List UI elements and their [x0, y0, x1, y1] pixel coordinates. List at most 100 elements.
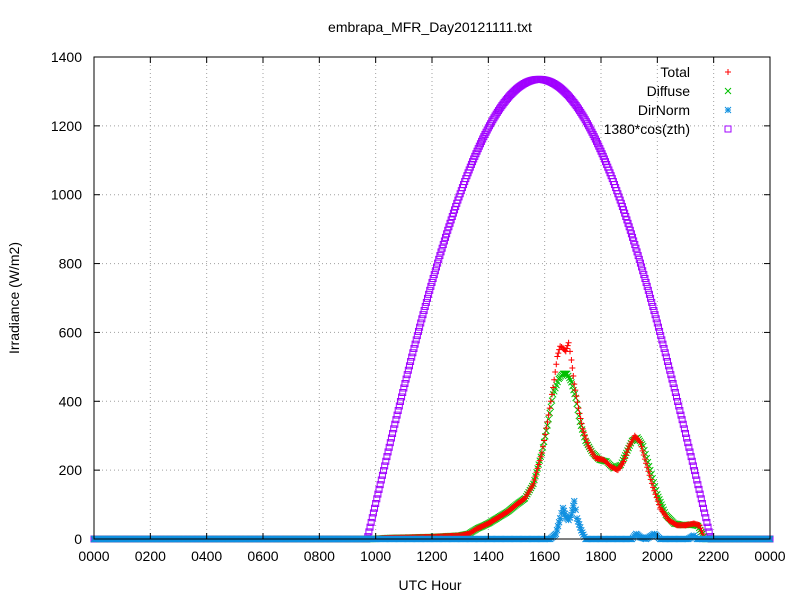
- data-point: [407, 357, 415, 365]
- data-point: [422, 298, 430, 306]
- data-point: [620, 458, 627, 465]
- data-point: [666, 366, 674, 374]
- data-point: [569, 365, 576, 372]
- data-point: [670, 384, 678, 392]
- y-tick-label: 1200: [51, 118, 82, 134]
- data-point: [369, 509, 377, 517]
- data-point: [571, 381, 578, 388]
- data-point: [641, 456, 648, 463]
- data-point: [625, 446, 632, 453]
- data-point: [590, 133, 598, 141]
- data-point: [667, 371, 675, 379]
- data-point: [621, 455, 628, 462]
- data-point: [644, 464, 651, 471]
- data-point: [399, 388, 407, 396]
- data-point: [421, 302, 429, 310]
- data-point: [705, 528, 713, 536]
- data-point: [368, 514, 376, 522]
- data-point: [400, 384, 408, 392]
- data-point: [373, 495, 381, 503]
- data-point: [479, 135, 487, 143]
- data-point: [643, 282, 651, 290]
- data-point: [656, 327, 664, 335]
- data-point: [694, 481, 702, 489]
- data-point: [427, 282, 435, 290]
- data-point: [384, 448, 392, 456]
- data-point: [692, 471, 700, 479]
- data-point: [561, 510, 569, 518]
- data-point: [693, 476, 701, 484]
- data-point: [443, 230, 451, 238]
- data-point: [698, 527, 705, 534]
- data-point: [651, 311, 659, 319]
- data-point: [644, 286, 652, 294]
- data-point: [688, 457, 696, 465]
- data-point: [647, 294, 655, 302]
- data-point: [655, 501, 662, 508]
- data-point: [627, 230, 635, 238]
- data-point: [556, 514, 564, 522]
- data-point: [636, 438, 643, 445]
- data-point: [425, 290, 433, 298]
- data-point: [565, 339, 572, 346]
- data-point: [546, 405, 553, 412]
- data-point: [659, 340, 667, 348]
- x-tick-label: 1800: [585, 548, 616, 564]
- data-point: [636, 259, 644, 267]
- data-point: [531, 477, 538, 484]
- data-point: [652, 491, 659, 498]
- data-point: [576, 410, 583, 417]
- data-point: [570, 373, 577, 380]
- data-point: [380, 467, 388, 475]
- data-point: [417, 319, 425, 327]
- data-point: [701, 509, 709, 517]
- data-point: [545, 415, 552, 423]
- data-point: [405, 362, 413, 370]
- data-point: [679, 420, 687, 428]
- data-point: [662, 353, 670, 361]
- data-point: [646, 472, 653, 479]
- data-point: [574, 518, 582, 525]
- data-point: [544, 422, 551, 429]
- data-point: [569, 506, 576, 514]
- data-point: [548, 397, 556, 404]
- data-point: [430, 271, 438, 279]
- data-point: [383, 453, 391, 461]
- x-tick-label: 1600: [529, 548, 560, 564]
- data-point: [647, 476, 654, 483]
- data-point: [555, 518, 563, 526]
- data-point: [638, 443, 645, 450]
- data-point: [576, 524, 584, 531]
- data-point: [426, 286, 434, 294]
- chart-title: embrapa_MFR_Day20121111.txt: [328, 19, 532, 35]
- data-point: [564, 342, 571, 349]
- legend-marker: [724, 87, 732, 95]
- data-point: [584, 439, 591, 446]
- data-point: [578, 529, 586, 536]
- data-point: [389, 429, 397, 437]
- data-point: [680, 425, 688, 433]
- data-point: [560, 507, 568, 515]
- data-point: [392, 416, 400, 424]
- data-point: [594, 140, 602, 148]
- data-point: [568, 511, 575, 519]
- data-point: [630, 237, 638, 245]
- data-point: [376, 481, 384, 489]
- data-point: [442, 233, 450, 241]
- data-point: [530, 480, 537, 487]
- data-point: [654, 498, 661, 505]
- data-point: [645, 468, 652, 475]
- data-point: [575, 405, 582, 412]
- data-point: [404, 366, 412, 374]
- grid-lines: [94, 57, 770, 539]
- x-tick-label: 2000: [642, 548, 673, 564]
- data-point: [696, 522, 703, 529]
- data-point: [437, 248, 445, 256]
- x-tick-label: 0400: [191, 548, 222, 564]
- data-point: [553, 526, 561, 534]
- data-point: [702, 514, 710, 522]
- y-tick-label: 1000: [51, 187, 82, 203]
- data-point: [634, 252, 642, 260]
- legend-label: DirNorm: [638, 102, 690, 118]
- data-point: [632, 244, 640, 252]
